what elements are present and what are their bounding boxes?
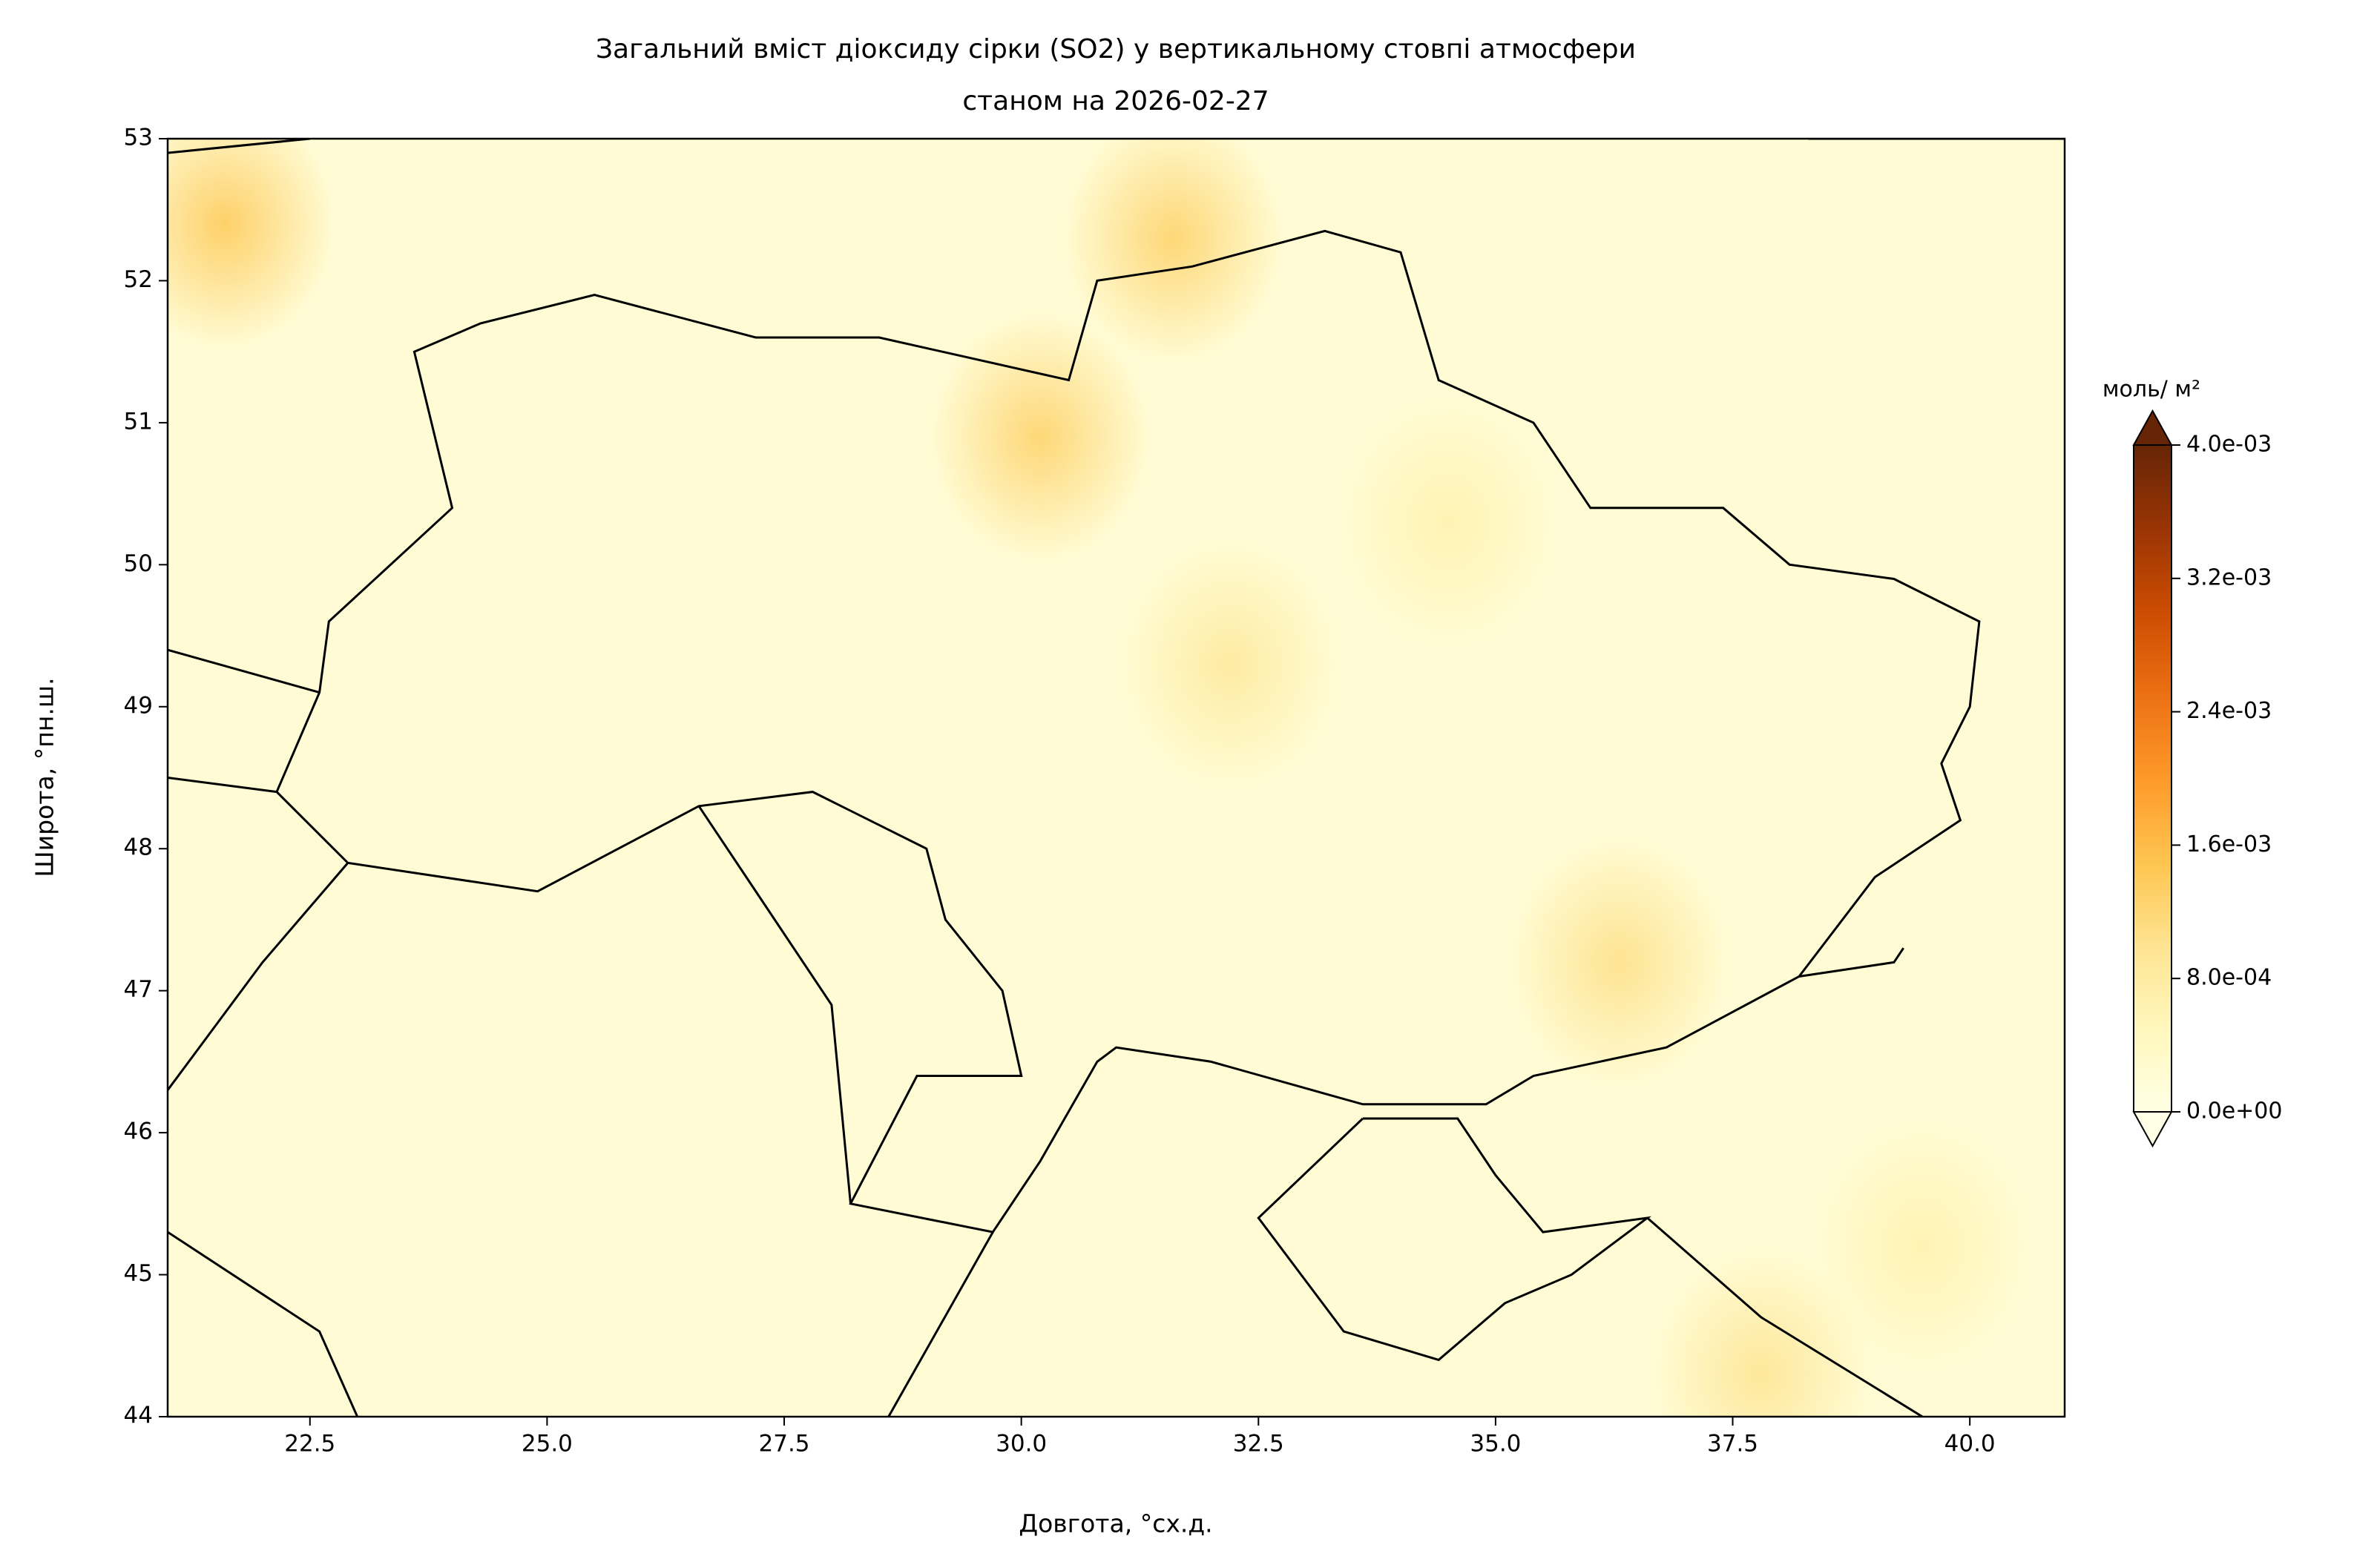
x-tick-label: 22.5 [284, 1431, 335, 1457]
y-tick-label: 45 [124, 1260, 153, 1287]
x-tick-label: 35.0 [1470, 1431, 1521, 1457]
colorbar-tick-label: 0.0e+00 [2186, 1098, 2282, 1124]
colorbar-extend-min [2132, 1111, 2173, 1148]
chart-title: Загальний вміст діоксиду сірки (SO2) у в… [596, 34, 1636, 65]
border [1257, 1117, 1652, 1362]
hotspot [1508, 836, 1731, 1089]
border [168, 139, 310, 154]
border [887, 1231, 994, 1417]
x-axis-label: Довгота, °сх.д. [1019, 1509, 1212, 1538]
y-tick-label: 44 [124, 1403, 153, 1429]
colorbar-tick-label: 2.4e-03 [2186, 698, 2272, 724]
x-tick-label: 40.0 [1944, 1431, 1996, 1457]
colorbar-frame [2133, 445, 2172, 1112]
y-tick-label: 51 [124, 408, 153, 435]
y-tick-label: 48 [124, 834, 153, 861]
x-tick-label: 27.5 [759, 1431, 810, 1457]
colorbar-tick-label: 1.6e-03 [2186, 831, 2272, 857]
border [1646, 1216, 1923, 1417]
colorbar-tick-label: 3.2e-03 [2186, 564, 2272, 590]
border [1798, 947, 1904, 978]
colorbar-tick-label: 8.0e-04 [2186, 965, 2272, 991]
border [168, 648, 320, 694]
hotspot [1118, 538, 1341, 791]
y-tick-label: 53 [124, 125, 153, 151]
y-tick-label: 46 [124, 1119, 153, 1145]
field [168, 139, 2065, 1417]
border [168, 862, 349, 1091]
hotspot [1649, 1248, 1873, 1417]
y-tick-label: 52 [124, 266, 153, 293]
hotspot [1811, 1120, 2034, 1373]
borders [168, 139, 2065, 1417]
x-tick-label: 37.5 [1707, 1431, 1758, 1457]
hotspot [929, 311, 1152, 564]
hotspot [168, 139, 336, 350]
chart-subtitle: станом на 2026-02-27 [962, 86, 1269, 116]
x-tick-label: 32.5 [1233, 1431, 1284, 1457]
border [697, 805, 852, 1204]
y-tick-label: 47 [124, 976, 153, 1003]
colorbar-tick-label: 4.0e-03 [2186, 432, 2272, 458]
x-tick-label: 30.0 [996, 1431, 1047, 1457]
border [168, 1231, 359, 1417]
hotspot [1336, 395, 1559, 648]
x-tick-label: 25.0 [522, 1431, 573, 1457]
colorbar-extend-max [2132, 409, 2173, 446]
y-tick-label: 49 [124, 692, 153, 719]
colorbar [2134, 445, 2171, 1112]
plot-frame [166, 137, 2066, 1418]
border [168, 777, 277, 794]
y-tick-label: 50 [124, 550, 153, 577]
border [275, 229, 1981, 1233]
colorbar-label: моль/ м² [2103, 377, 2200, 403]
y-axis-label: Широта, °пн.ш. [30, 677, 59, 877]
hotspot [1062, 139, 1285, 364]
